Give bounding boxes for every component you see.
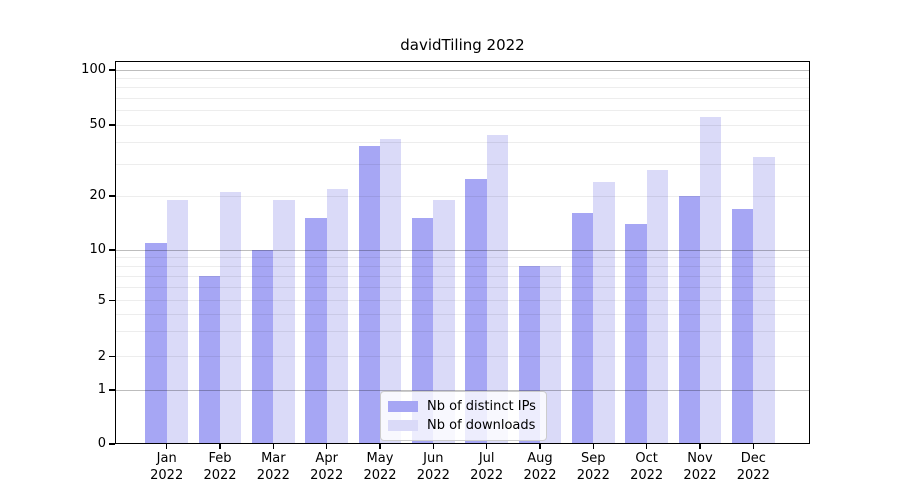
- chart-title: davidTiling 2022: [400, 36, 525, 54]
- bar: [571, 213, 594, 444]
- bar: [625, 223, 647, 444]
- bar: [753, 157, 775, 444]
- x-tick-label: Mar 2022: [256, 451, 290, 483]
- legend-label: Nb of distinct IPs: [427, 399, 536, 414]
- bar: [433, 199, 455, 444]
- bar: [273, 199, 295, 444]
- x-tick-label: Sep 2022: [576, 451, 610, 483]
- x-tick-label: Nov 2022: [683, 451, 717, 483]
- legend-entry: Nb of downloads: [388, 416, 538, 435]
- bar: [465, 178, 487, 444]
- x-tick-mark: [486, 444, 488, 449]
- x-tick-mark: [166, 444, 168, 449]
- bar: [593, 181, 615, 444]
- y-tick-mark: [109, 300, 115, 302]
- x-tick-mark: [326, 444, 328, 449]
- y-tick-mark: [109, 389, 115, 391]
- bar: [358, 146, 380, 444]
- y-tick-label: 5: [97, 292, 106, 308]
- y-tick-mark: [109, 69, 115, 71]
- y-tick-mark: [109, 249, 115, 251]
- bar: [412, 218, 434, 444]
- x-tick-label: Aug 2022: [523, 451, 557, 483]
- legend-entry: Nb of distinct IPs: [388, 397, 538, 416]
- y-tick-label: 10: [89, 242, 106, 257]
- bar: [220, 192, 242, 444]
- bar: [486, 134, 508, 444]
- y-tick-label: 0: [97, 436, 106, 451]
- x-tick-mark: [539, 444, 541, 449]
- x-tick-mark: [645, 444, 648, 449]
- bar: [731, 208, 754, 444]
- x-tick-label: Jul 2022: [470, 451, 504, 483]
- x-tick-label: Oct 2022: [630, 451, 664, 483]
- y-tick-mark: [109, 124, 115, 126]
- bar: [678, 196, 700, 444]
- legend-label: Nb of downloads: [427, 418, 536, 433]
- bar: [380, 138, 402, 444]
- bar: [252, 250, 274, 444]
- x-tick-mark: [379, 444, 381, 449]
- bar: [326, 188, 348, 444]
- bars-layer: [115, 61, 810, 444]
- legend-swatch: [388, 420, 418, 431]
- y-tick-mark: [109, 195, 115, 197]
- x-tick-label: Dec 2022: [736, 451, 770, 483]
- bar: [166, 199, 189, 444]
- x-tick-label: Feb 2022: [203, 451, 237, 483]
- y-tick-label: 50: [89, 117, 106, 132]
- bar: [145, 242, 167, 444]
- y-tick-label: 100: [81, 62, 106, 77]
- x-tick-label: Jan 2022: [150, 451, 184, 483]
- x-tick-mark: [272, 444, 274, 449]
- y-tick-mark: [109, 356, 115, 358]
- x-tick-label: Jun 2022: [416, 451, 450, 483]
- y-tick-label: 1: [97, 382, 106, 397]
- legend-swatch: [388, 401, 418, 412]
- x-tick-label: May 2022: [363, 451, 397, 483]
- y-tick-label: 2: [97, 348, 106, 364]
- bar: [305, 218, 327, 444]
- x-tick-mark: [592, 444, 594, 449]
- x-tick-mark: [752, 444, 754, 449]
- x-tick-label: Apr 2022: [310, 451, 344, 483]
- y-tick-mark: [109, 443, 115, 445]
- bar: [699, 117, 722, 444]
- y-tick-label: 20: [89, 188, 106, 203]
- x-tick-mark: [219, 444, 221, 449]
- x-tick-mark: [699, 444, 701, 449]
- legend: Nb of distinct IPs Nb of downloads: [380, 391, 547, 441]
- x-tick-mark: [432, 444, 434, 449]
- bar: [198, 276, 221, 444]
- plot-area: Nb of distinct IPs Nb of downloads: [115, 61, 810, 444]
- bar: [646, 169, 668, 444]
